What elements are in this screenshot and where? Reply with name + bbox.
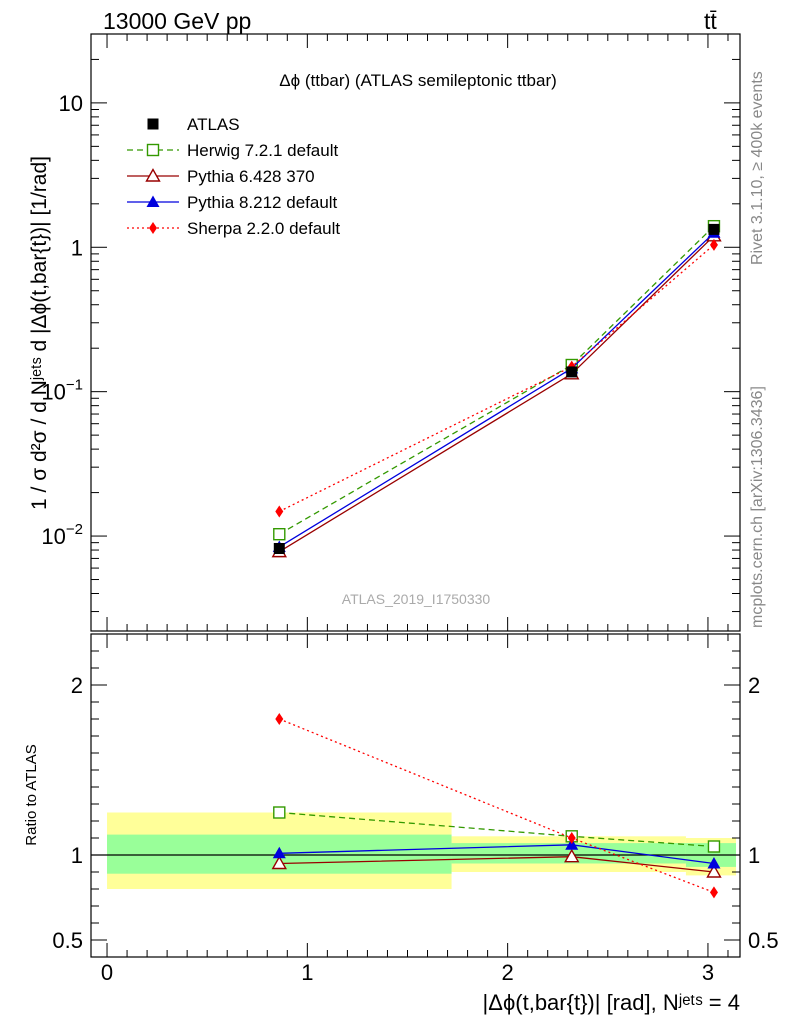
ratio-y-tick-label-right: 2 [748, 673, 760, 698]
header-process-t: t [704, 8, 711, 34]
legend-marker-sherpa-2-2-0-default [149, 222, 157, 234]
x-tick-label: 1 [301, 960, 313, 985]
ratio-point-herwig-7-2-1-default [273, 806, 286, 819]
legend-label-herwig-7-2-1-default: Herwig 7.2.1 default [187, 141, 338, 160]
mcplots-credit: mcplots.cern.ch [arXiv:1306.3436] [749, 386, 766, 628]
data-point-atlas [273, 542, 285, 554]
ratio-point-pythia-6-428-370 [271, 855, 287, 870]
header-energy: 13000 GeV pp [103, 8, 251, 34]
legend-marker-herwig-7-2-1-default [146, 143, 160, 157]
y-tick-label-exponent: −2 [66, 521, 83, 538]
plot-title: Δϕ (ttbar) (ATLAS semileptonic ttbar) [279, 71, 557, 90]
legend-marker-pythia-8-212-default [146, 195, 160, 207]
legend-label-pythia-8-212-default: Pythia 8.212 default [187, 193, 338, 212]
y-tick-label-base: 10 [41, 524, 65, 549]
legend-label-atlas: ATLAS [187, 115, 240, 134]
ratio-y-tick-label: 1 [71, 843, 83, 868]
y-tick-label: 1 [71, 235, 83, 260]
ratio-point-sherpa-2-2-0-default [567, 832, 576, 844]
series-line-pythia-8-212-default [278, 232, 715, 548]
ratio-y-tick-label: 2 [71, 673, 83, 698]
series-line-herwig-7-2-1-default [278, 225, 715, 535]
ratio-point-pythia-6-428-370 [564, 848, 580, 863]
ratio-point-pythia-8-212-default [565, 838, 579, 850]
data-point-atlas [708, 223, 720, 235]
y-tick-label: 10−1 [41, 377, 83, 405]
ratio-y-tick-label: 0.5 [52, 928, 83, 953]
y-tick-label: 10 [59, 91, 83, 116]
legend-label-sherpa-2-2-0-default: Sherpa 2.2.0 default [187, 219, 340, 238]
analysis-watermark: ATLAS_2019_I1750330 [342, 591, 491, 607]
series-line-pythia-6-428-370 [278, 235, 715, 553]
main-panel-data [271, 219, 722, 558]
ratio-y-tick-label-right: 0.5 [748, 928, 779, 953]
series-line-sherpa-2-2-0-default [279, 244, 715, 513]
y-tick-label: 10−2 [41, 521, 83, 549]
ratio-panel-data [91, 713, 740, 899]
legend-label-pythia-6-428-370: Pythia 6.428 370 [187, 167, 315, 186]
x-axis-label: |Δϕ(t,bar{t})| [rad], Nʲᵉᵗˢ = 4 [483, 990, 740, 1015]
x-tick-label: 2 [502, 960, 514, 985]
ratio-panel-axes: 0 1 2 3 0.5 0.5 1 1 2 2 [52, 634, 779, 985]
ratio-point-sherpa-2-2-0-default [709, 886, 718, 899]
ratio-panel-frame [90, 633, 741, 958]
ratio-panel: 0 1 2 3 0.5 0.5 1 1 2 2 Ratio to ATLAS |Δϕ(t,bar{… [23, 633, 779, 1015]
ratio-point-pythia-6-428-370 [706, 864, 722, 878]
y-tick-label-base: 10 [41, 380, 65, 405]
data-point-sherpa-2-2-0-default [275, 505, 284, 518]
header-process-tbar: t̄ [709, 8, 717, 34]
ratio-point-herwig-7-2-1-default [707, 840, 721, 853]
main-y-axis-label: 1 / σ d²σ / d Nʲᵉᵗˢ d |Δϕ(t,bar{t})| [1/… [28, 156, 51, 510]
y-tick-label-exponent: −1 [66, 377, 83, 394]
main-panel-frame [90, 33, 741, 632]
ratio-point-sherpa-2-2-0-default [275, 713, 284, 725]
data-point-atlas [566, 366, 578, 378]
data-point-sherpa-2-2-0-default [709, 238, 718, 251]
data-point-herwig-7-2-1-default [273, 528, 286, 541]
header-process: tt̄ [704, 8, 717, 34]
x-tick-label: 3 [702, 960, 714, 985]
ratio-y-tick-label-right: 1 [748, 843, 760, 868]
ratio-point-pythia-8-212-default [272, 846, 286, 859]
ratio-y-axis-label: Ratio to ATLAS [23, 744, 40, 845]
legend-marker-pythia-6-428-370 [145, 168, 161, 182]
legend: ATLAS Herwig 7.2.1 default Pythia 6.428 37… [127, 115, 340, 238]
x-tick-label: 0 [101, 960, 113, 985]
rivet-version: Rivet 3.1.10, ≥ 400k events [749, 71, 766, 265]
legend-marker-atlas [147, 118, 159, 130]
ratio-point-pythia-8-212-default [707, 857, 721, 869]
